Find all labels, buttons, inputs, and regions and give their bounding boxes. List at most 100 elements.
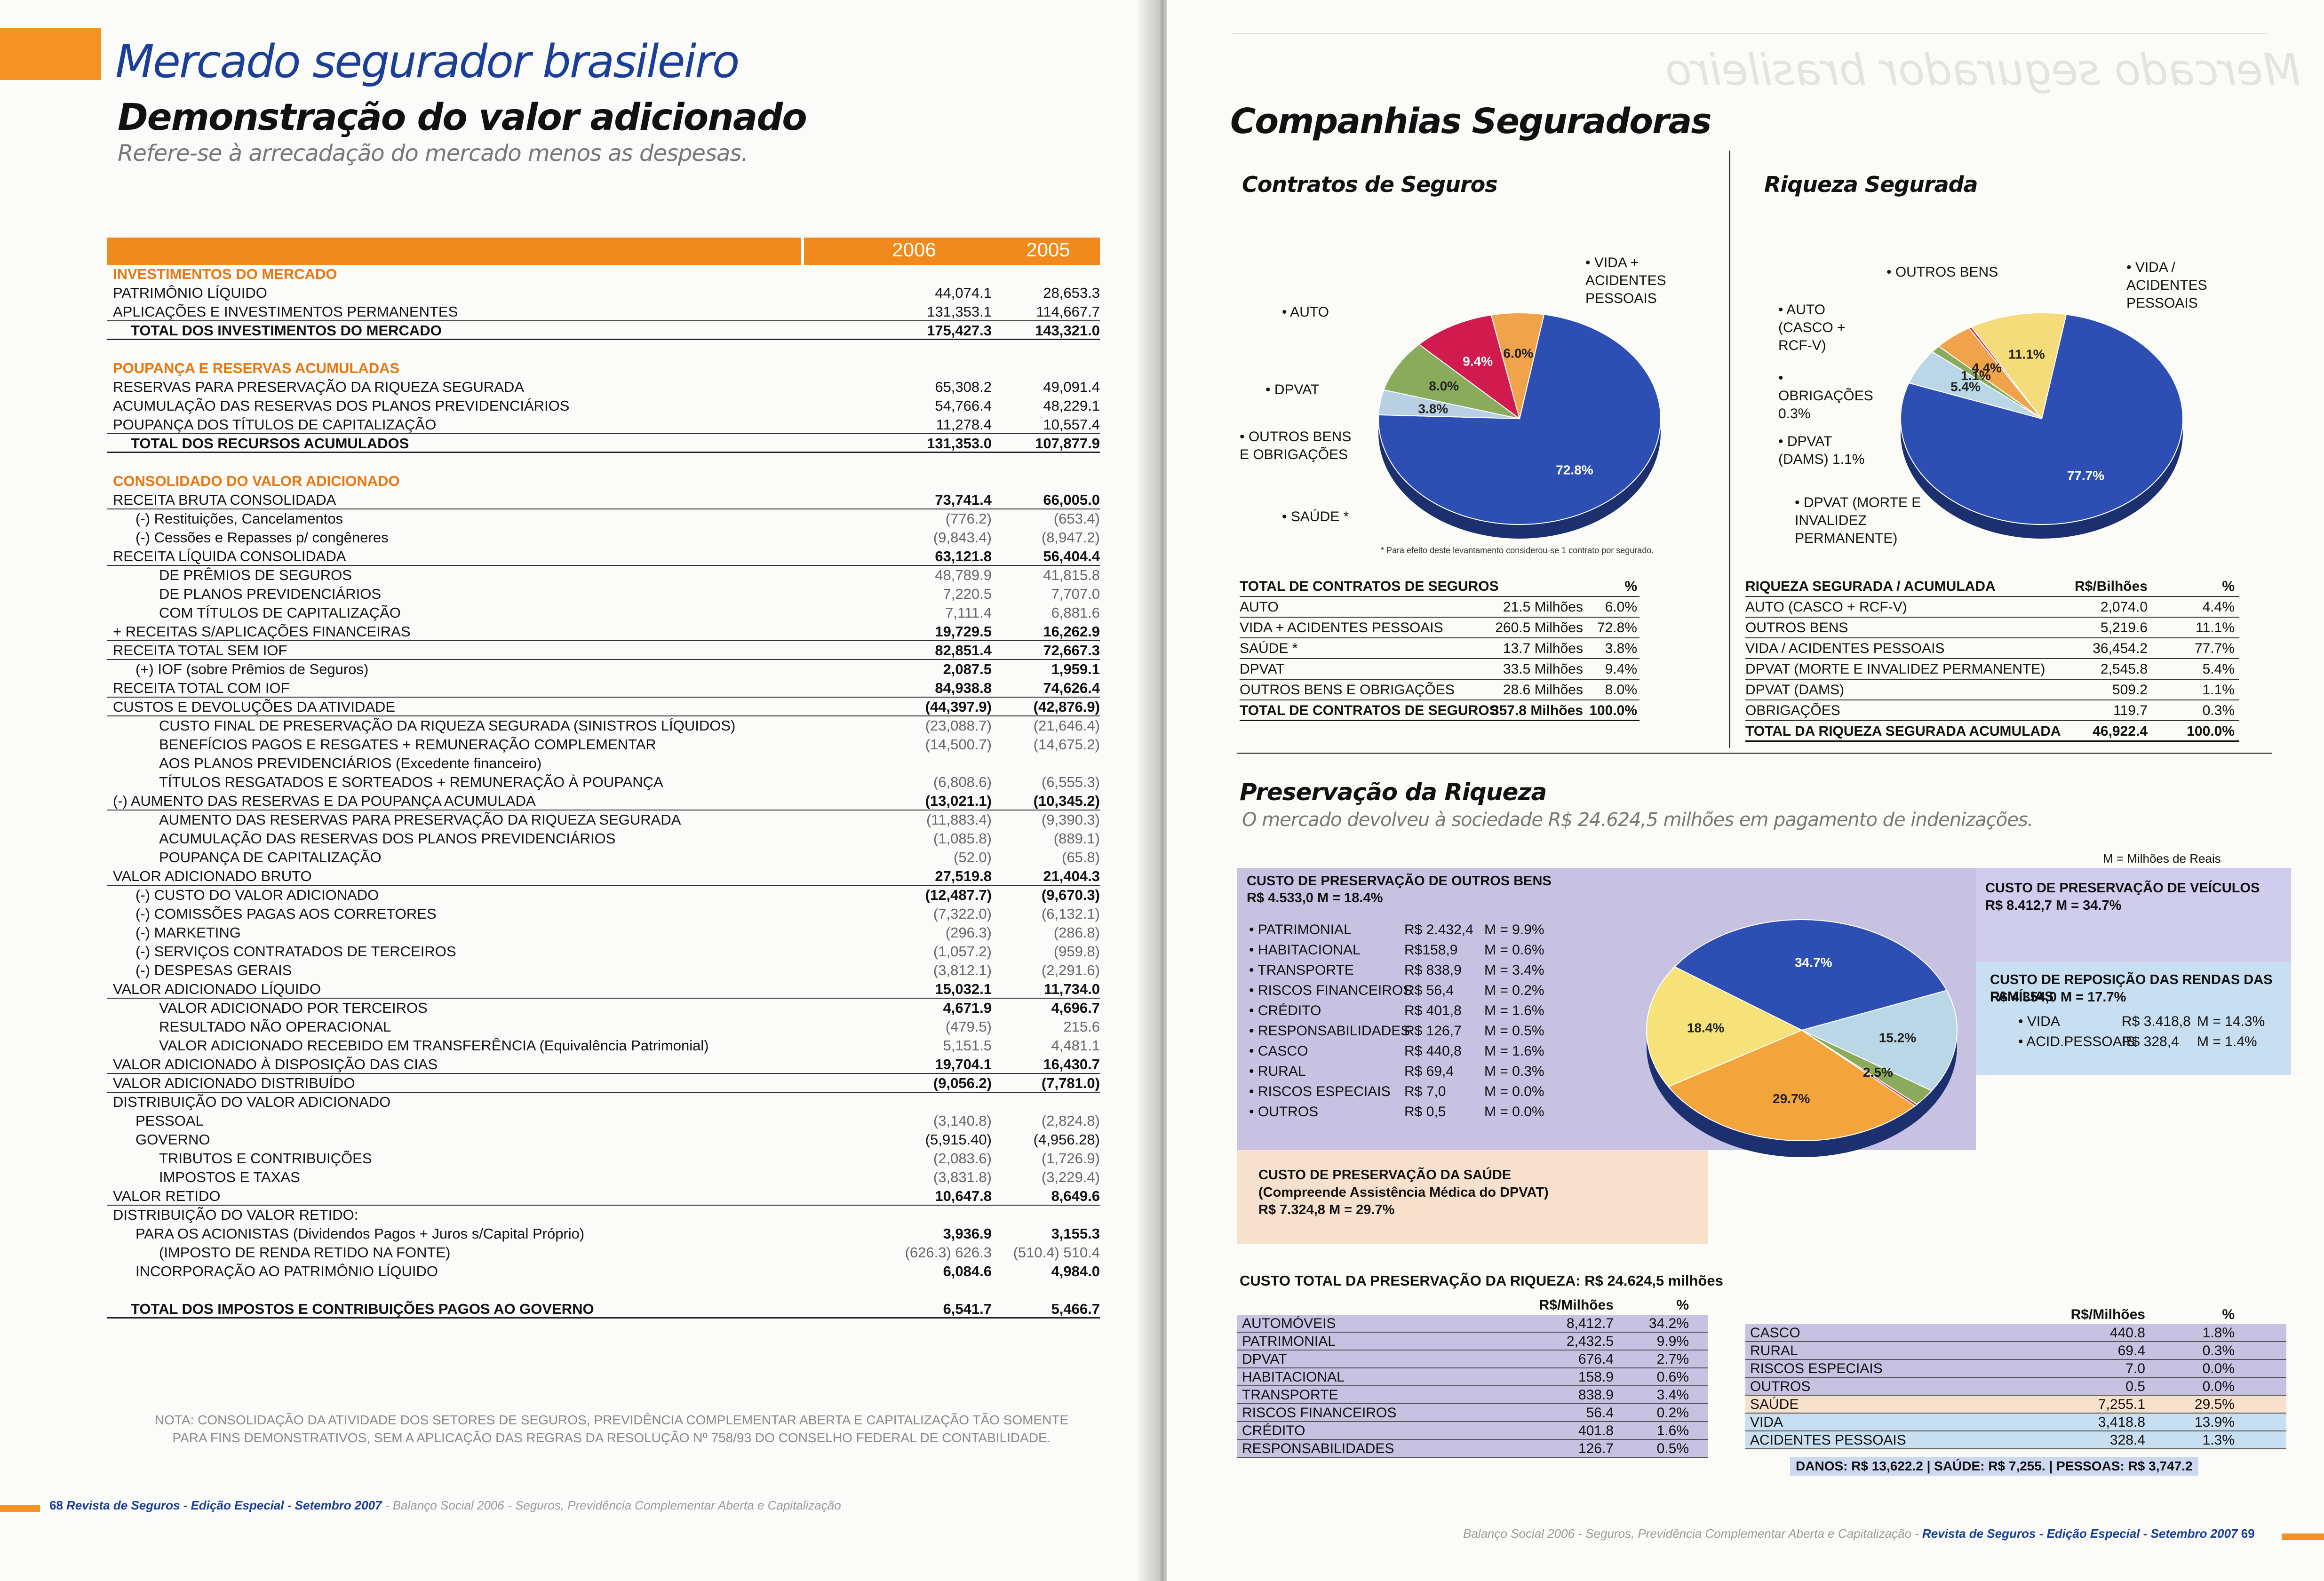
pie-slice-vida-acidentes-pessoais	[1900, 314, 2183, 525]
row-percent: 3.8%	[1605, 641, 1637, 656]
row-label: AOS PLANOS PREVIDENCIÁRIOS (Excedente fi…	[159, 755, 542, 771]
row-percent: 13.9%	[2194, 1414, 2235, 1430]
pie-data-label: 9.4%	[1463, 354, 1493, 368]
row-label: GOVERNO	[135, 1131, 210, 1148]
item-value: R$ 3.418,8	[2122, 1014, 2191, 1029]
table-row: GOVERNO (5,915.40) (4,956.28)	[107, 1130, 1100, 1149]
page-title: Demonstração do valor adicionado	[118, 96, 807, 139]
value-added-table: 2006 2005 INVESTIMENTOS DO MERCADO PATRIM…	[107, 238, 1100, 1319]
value-2006: 175,427.3	[927, 322, 992, 339]
row-label: HABITACIONAL	[1242, 1369, 1345, 1385]
health-header: CUSTO DE PRESERVAÇÃO DA SAÚDE	[1258, 1168, 1512, 1183]
table-row: (+) IOF (sobre Prêmios de Seguros) 2,087.…	[107, 660, 1100, 679]
value-2005: (3,229.4)	[1041, 1169, 1100, 1185]
item-share: M = 1.6%	[1484, 1003, 1544, 1018]
row-value: 56.4	[1586, 1405, 1614, 1421]
value-2005: 6,881.6	[1051, 604, 1100, 621]
value-2006: (7,322.0)	[933, 906, 992, 922]
total-cost-title: CUSTO TOTAL DA PRESERVAÇÃO DA RIQUEZA: R…	[1240, 1272, 1723, 1289]
table-row: APLICAÇÕES E INVESTIMENTOS PERMANENTES 13…	[107, 302, 1100, 321]
list-item: • RISCOS FINANCEIROS R$ 56,4 M = 0.2%	[1249, 980, 1588, 1001]
item-value: R$ 440,8	[1404, 1043, 1462, 1059]
pie-data-label: 34.7%	[1795, 955, 1832, 969]
item-share: M = 14.3%	[2197, 1014, 2265, 1029]
pie-slice-outros-bens-e-obriga-es	[1383, 343, 1520, 419]
table-row: HABITACIONAL 158.9 0.6%	[1237, 1368, 1708, 1386]
value-2006: 54,766.4	[935, 397, 992, 414]
row-percent: 1.8%	[2202, 1325, 2235, 1341]
value-2005: (1,726.9)	[1041, 1150, 1100, 1167]
value-2006: (2,083.6)	[933, 1150, 992, 1167]
row-percent: 0.3%	[2202, 1343, 2235, 1359]
row-value: 33.5 Milhões	[1503, 661, 1583, 677]
table-row: SAÚDE * 13.7 Milhões 3.8%	[1240, 638, 1640, 659]
value-2006: 4,671.9	[943, 1000, 992, 1016]
table-footnote: NOTA: CONSOLIDAÇÃO DA ATIVIDADE DOS SETO…	[154, 1413, 1069, 1445]
row-label: APLICAÇÕES E INVESTIMENTOS PERMANENTES	[113, 303, 458, 320]
row-label: OUTROS BENS	[1745, 620, 1848, 636]
table-row: AUTO (CASCO + RCF-V) 2,074.0 4.4%	[1745, 597, 2239, 618]
table-body: INVESTIMENTOS DO MERCADO PATRIMÔNIO LÍQUI…	[107, 265, 1100, 1319]
row-label: RESULTADO NÃO OPERACIONAL	[159, 1018, 391, 1035]
table-row: VALOR ADICIONADO DISTRIBUÍDO (9,056.2) (7,…	[107, 1074, 1100, 1093]
row-label: CRÉDITO	[1242, 1423, 1305, 1438]
row-label: CUSTO FINAL DE PRESERVAÇÃO DA RIQUEZA SE…	[159, 717, 736, 734]
value-2006: (626.3) 626.3	[905, 1244, 992, 1261]
row-percent: 1.3%	[2202, 1432, 2235, 1448]
row-label: OUTROS	[1750, 1379, 1811, 1394]
row-percent: 4.4%	[2202, 599, 2235, 615]
value-2006: 5,151.5	[943, 1037, 992, 1054]
value-2005: 215.6	[1063, 1018, 1100, 1035]
value-2006: 63,121.8	[935, 548, 992, 564]
section-title: Mercado segurador brasileiro	[115, 35, 740, 88]
pie-data-label: 6.0%	[1503, 346, 1533, 361]
table-row: PARA OS ACIONISTAS (Dividendos Pagos + J…	[107, 1224, 1100, 1243]
table-row: (-) DESPESAS GERAIS (3,812.1) (2,291.6)	[107, 961, 1100, 980]
page-footer: 68 Revista de Seguros - Edição Especial …	[49, 1498, 841, 1513]
row-value: 28.6 Milhões	[1503, 682, 1583, 698]
row-value: 36,454.2	[2093, 641, 2148, 656]
pie-slice-ve-culos	[1674, 919, 1948, 1031]
table-row: VALOR ADICIONADO RECEBIDO EM TRANSFERÊNC…	[107, 1036, 1100, 1055]
table-row: IMPOSTOS E TAXAS (3,831.8) (3,229.4)	[107, 1168, 1100, 1187]
item-value: R$ 0,5	[1404, 1104, 1446, 1120]
row-label: TÍTULOS RESGATADOS E SORTEADOS + REMUNER…	[159, 774, 663, 790]
item-value: R$ 2.432,4	[1404, 922, 1473, 937]
value-2005: (9,390.3)	[1041, 811, 1100, 828]
pie-data-label: 29.7%	[1773, 1091, 1810, 1106]
row-value: 401.8	[1578, 1423, 1614, 1438]
table-row: DISTRIBUIÇÃO DO VALOR RETIDO:	[107, 1206, 1100, 1224]
row-label: OUTROS BENS E OBRIGAÇÕES	[1240, 682, 1455, 698]
row-label: RISCOS FINANCEIROS	[1242, 1405, 1397, 1421]
row-value: 69.4	[2117, 1343, 2145, 1359]
item-share: M = 0.3%	[1484, 1064, 1544, 1079]
item-value: R$ 69,4	[1404, 1064, 1454, 1079]
table-row: RESERVAS PARA PRESERVAÇÃO DA RIQUEZA SEG…	[107, 378, 1100, 397]
row-label: ACUMULAÇÃO DAS RESERVAS DOS PLANOS PREVI…	[159, 830, 616, 847]
table-row: RECEITA BRUTA CONSOLIDADA 73,741.4 66,005.…	[107, 491, 1100, 509]
insured-wealth-table: RIQUEZA SEGURADA / ACUMULADA R$/Bilhões …	[1745, 576, 2239, 742]
health-box: CUSTO DE PRESERVAÇÃO DA SAÚDE (Compreend…	[1237, 1150, 1708, 1244]
pie-data-label: 15.2%	[1879, 1030, 1916, 1045]
row-label: IMPOSTOS E TAXAS	[159, 1169, 300, 1185]
row-label: DISTRIBUIÇÃO DO VALOR ADICIONADO	[113, 1094, 391, 1110]
row-label: RISCOS ESPECIAIS	[1750, 1361, 1883, 1376]
value-2006: (11,883.4)	[926, 811, 992, 828]
row-percent: 34.2%	[1648, 1316, 1689, 1331]
row-value: 7.0	[2125, 1361, 2145, 1376]
row-label: VALOR ADICIONADO POR TERCEIROS	[159, 1000, 428, 1016]
label-vida-ap: • VIDA / ACIDENTES PESSOAIS	[2126, 260, 2207, 311]
table-row: TRIBUTOS E CONTRIBUIÇÕES (2,083.6) (1,726.…	[107, 1149, 1100, 1168]
page-title: Companhias Seguradoras	[1230, 101, 1711, 142]
table-row: (-) MARKETING (296.3) (286.8)	[107, 923, 1100, 942]
row-value: 440.8	[2109, 1325, 2145, 1341]
value-2005: 143,321.0	[1035, 322, 1100, 339]
value-2006: (14,500.7)	[925, 736, 992, 753]
footer-separator: -	[1915, 1526, 1923, 1541]
row-label: DE PLANOS PREVIDENCIÁRIOS	[159, 586, 382, 602]
row-label: (+) IOF (sobre Prêmios de Seguros)	[135, 661, 369, 677]
list-item: • CASCO R$ 440,8 M = 1.6%	[1249, 1041, 1588, 1061]
row-label: (-) MARKETING	[135, 924, 241, 941]
row-label: TOTAL DOS INVESTIMENTOS DO MERCADO	[131, 322, 442, 339]
row-label: (-) COMISSÕES PAGAS AOS CORRETORES	[135, 906, 437, 922]
